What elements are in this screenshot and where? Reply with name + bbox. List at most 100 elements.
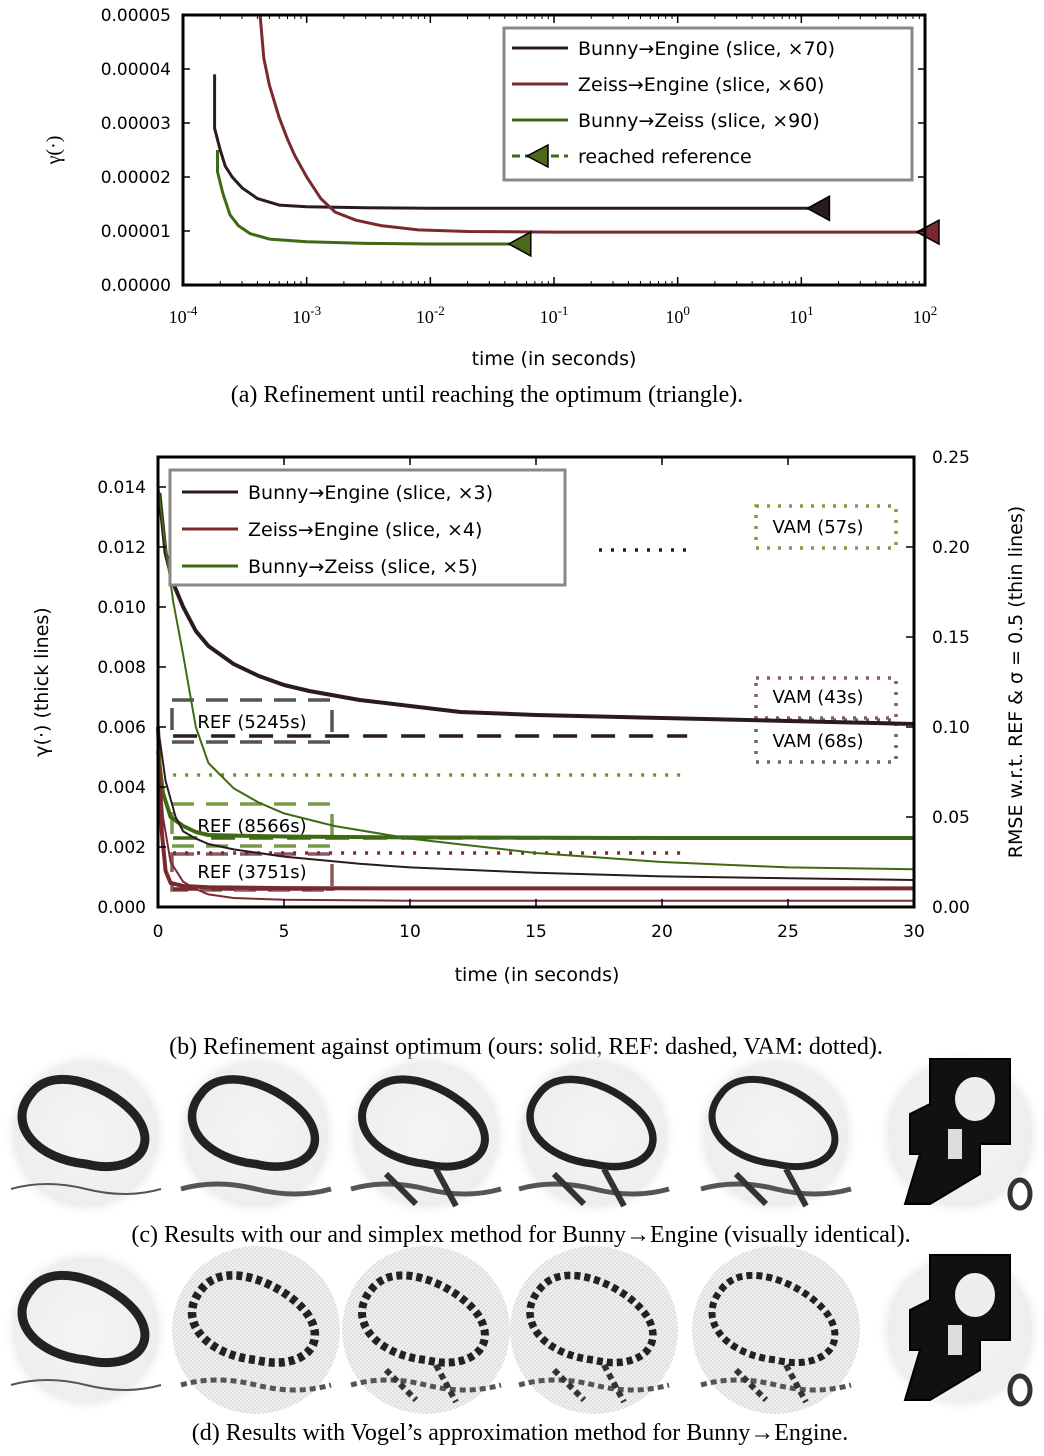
row-d-thumb-0: [2, 1246, 170, 1414]
series-b-4: [157, 744, 914, 902]
ref-label-2: REF (3751s): [197, 862, 306, 883]
y-tick-label-a: 0.00002: [101, 168, 171, 188]
y-axis-label-b-left: γ(·) (thick lines): [31, 607, 53, 756]
ref-label-0: REF (5245s): [197, 712, 306, 733]
ref-label-1: REF (8566s): [197, 816, 306, 837]
x-tick-label-b: 30: [903, 922, 925, 942]
y-tick-label-a: 0.00001: [101, 222, 171, 242]
row-d-thumb-1: [172, 1246, 340, 1414]
morph-strokes: [733, 1167, 809, 1208]
y-tick-label-b-left: 0.004: [97, 778, 146, 798]
row-c-thumb-1: [172, 1050, 340, 1218]
engine-ring: [1007, 1177, 1033, 1211]
y-tick-label-b-left: 0.000: [97, 898, 146, 918]
series-b-2: [156, 750, 914, 840]
y-tick-label-b-right: 0.15: [932, 628, 970, 648]
row-d-thumb-3: [510, 1246, 678, 1414]
row-d-thumb-5: [876, 1246, 1044, 1414]
y-axis-label-b-right: RMSE w.r.t. REF & σ = 0.5 (thin lines): [1005, 506, 1027, 858]
y-tick-label-b-left: 0.008: [97, 658, 146, 678]
image-row-c: [2, 1050, 1044, 1218]
x-tick-label-a: 10-3: [292, 303, 321, 327]
base-curve: [350, 1181, 502, 1197]
series-a-0: [213, 74, 816, 210]
x-tick-label-a: 10-2: [416, 303, 445, 327]
series-a-1: [258, 14, 925, 234]
caption-d: (d) Results with Vogel’s approximation m…: [192, 1420, 848, 1446]
x-tick-label-a: 101: [789, 303, 814, 327]
engine-hole: [955, 1077, 995, 1121]
engine-hole: [955, 1273, 995, 1317]
end-marker-a-1: [915, 218, 940, 246]
vam-box-1: [754, 676, 898, 720]
base-curve: [180, 1377, 332, 1393]
x-tick-label-a: 10-4: [169, 303, 198, 327]
legend-label-a-1: Zeiss→Engine (slice, ×60): [578, 74, 824, 96]
legend-triangle-marker: [525, 143, 549, 169]
morph-strokes: [551, 1363, 627, 1404]
x-tick-label-a: 100: [665, 303, 690, 327]
thumb-background: [172, 1050, 340, 1218]
caption-c: (c) Results with our and simplex method …: [131, 1222, 910, 1248]
engine-slot: [948, 1325, 962, 1355]
shape-outline: [708, 1271, 839, 1367]
base-curve: [700, 1377, 852, 1393]
shape-outline: [187, 1075, 320, 1171]
legend-label-b-2: Bunny→Zeiss (slice, ×5): [248, 556, 478, 578]
x-tick-label-b: 25: [777, 922, 799, 942]
shape-outline: [526, 1271, 657, 1367]
chart-a: 0.00000 0.00001 0.00002 0.00003 0.00004 0.000…: [43, 6, 940, 408]
y-tick-label-b-left: 0.012: [97, 538, 146, 558]
y-tick-label-a: 0.00003: [101, 114, 171, 134]
x-tick-label-b: 10: [399, 922, 421, 942]
vam-label-2: VAM (68s): [772, 731, 863, 752]
x-tick-label-a: 102: [913, 303, 938, 327]
legend-label-a-3: reached reference: [578, 146, 752, 168]
morph-strokes: [383, 1363, 459, 1404]
y-tick-label-b-left: 0.006: [97, 718, 146, 738]
y-tick-label-b-left: 0.002: [97, 838, 146, 858]
series-b-3: [157, 726, 915, 881]
x-tick-label-b: 15: [525, 922, 547, 942]
shape-outline: [358, 1271, 489, 1367]
shape-outline: [526, 1075, 657, 1171]
base-curve: [180, 1181, 332, 1197]
shape-outline: [187, 1271, 320, 1367]
x-tick-label-b: 5: [279, 922, 290, 942]
legend-label-b-0: Bunny→Engine (slice, ×3): [248, 482, 493, 504]
series-b-1: [156, 726, 914, 891]
series-b-5: [157, 483, 915, 871]
base-curve: [10, 1183, 162, 1195]
engine-ring: [1007, 1373, 1033, 1407]
row-c-thumb-4: [692, 1050, 860, 1218]
legend-label-a-0: Bunny→Engine (slice, ×70): [578, 38, 835, 60]
legend-b: Bunny→Engine (slice, ×3) Zeiss→Engine (s…: [168, 468, 567, 587]
base-curve: [518, 1377, 670, 1393]
y-tick-label-b-right: 0.05: [932, 808, 970, 828]
series-b-0: [157, 492, 915, 726]
y-tick-label-b-right: 0.10: [932, 718, 970, 738]
x-tick-label-a: 10-1: [540, 303, 569, 327]
chart-b: REF (5245s) REF (8566s) REF (3751s) VAM (57…: [31, 448, 1027, 1060]
end-marker-a-2: [507, 230, 532, 258]
x-axis-label-a: time (in seconds): [472, 348, 637, 370]
y-tick-label-b-right: 0.00: [932, 898, 970, 918]
thumb-background: [342, 1050, 510, 1218]
y-tick-label-a: 0.00000: [101, 276, 171, 296]
ref-box-0: [170, 698, 334, 744]
row-c-thumb-0: [2, 1050, 170, 1218]
x-axis-label-b: time (in seconds): [455, 964, 620, 986]
thumb-background: [2, 1246, 170, 1414]
engine-slot: [948, 1129, 962, 1159]
base-curve: [700, 1181, 852, 1197]
legend-label-b-1: Zeiss→Engine (slice, ×4): [248, 519, 482, 541]
y-tick-label-a: 0.00004: [101, 60, 171, 80]
y-tick-label-b-left: 0.014: [97, 478, 146, 498]
x-tick-label-b: 0: [153, 922, 164, 942]
legend-label-a-2: Bunny→Zeiss (slice, ×90): [578, 110, 820, 132]
row-c-thumb-5: [876, 1050, 1044, 1218]
y-axis-label-a: γ(·): [43, 136, 65, 166]
caption-a: (a) Refinement until reaching the optimu…: [231, 382, 744, 408]
vam-box-0: [754, 504, 898, 550]
